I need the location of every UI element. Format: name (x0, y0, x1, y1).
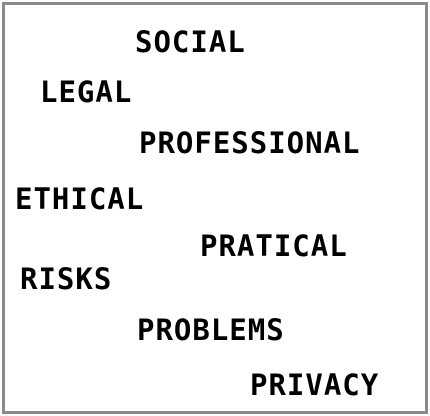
word-legal: LEGAL (40, 75, 133, 109)
word-social: SOCIAL (135, 25, 246, 59)
word-problems: PROBLEMS (137, 313, 285, 347)
word-risks: RISKS (20, 262, 113, 296)
word-privacy: PRIVACY (250, 368, 380, 402)
word-professional: PROFESSIONAL (139, 126, 361, 160)
word-pratical: PRATICAL (200, 229, 348, 263)
word-ethical: ETHICAL (15, 182, 145, 216)
